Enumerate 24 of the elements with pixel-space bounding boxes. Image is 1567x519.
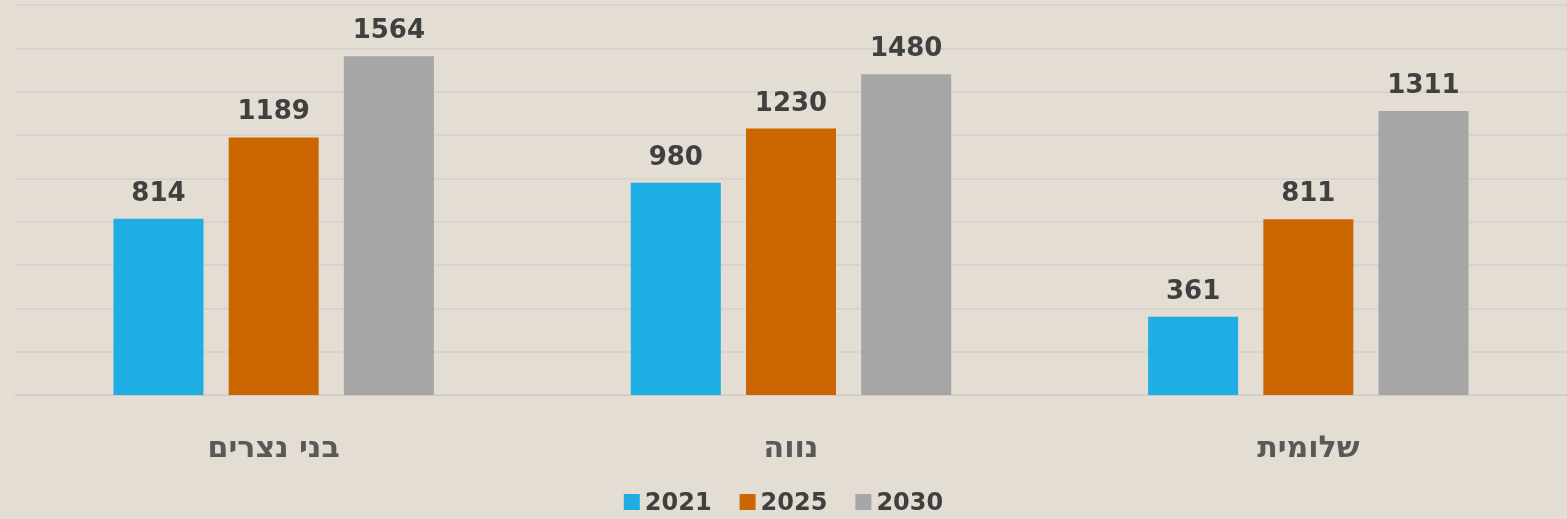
bar (1378, 110, 1469, 395)
legend-label: 2025 (760, 488, 828, 516)
x-tick-label: נווה (763, 428, 819, 464)
data-label: 1311 (1387, 68, 1460, 99)
bar (861, 74, 952, 395)
data-label: 814 (131, 176, 186, 207)
bar (228, 137, 319, 395)
legend-label: 2021 (644, 488, 712, 516)
data-label: 811 (1281, 177, 1336, 208)
bar (113, 218, 204, 395)
data-label: 361 (1165, 274, 1221, 305)
data-label: 980 (648, 140, 703, 171)
bar (630, 182, 721, 395)
data-label: 1480 (870, 32, 943, 63)
data-label: 1189 (237, 95, 310, 126)
legend-label: 2030 (876, 488, 944, 516)
data-label: 1230 (754, 86, 828, 117)
bar (1263, 219, 1354, 395)
bar (1148, 316, 1239, 395)
x-tick-label: שלומית (1257, 428, 1360, 464)
data-label: 1564 (352, 14, 426, 45)
x-tick-label: בני נצרים (207, 428, 340, 464)
bar (746, 128, 836, 395)
bar (343, 56, 434, 395)
